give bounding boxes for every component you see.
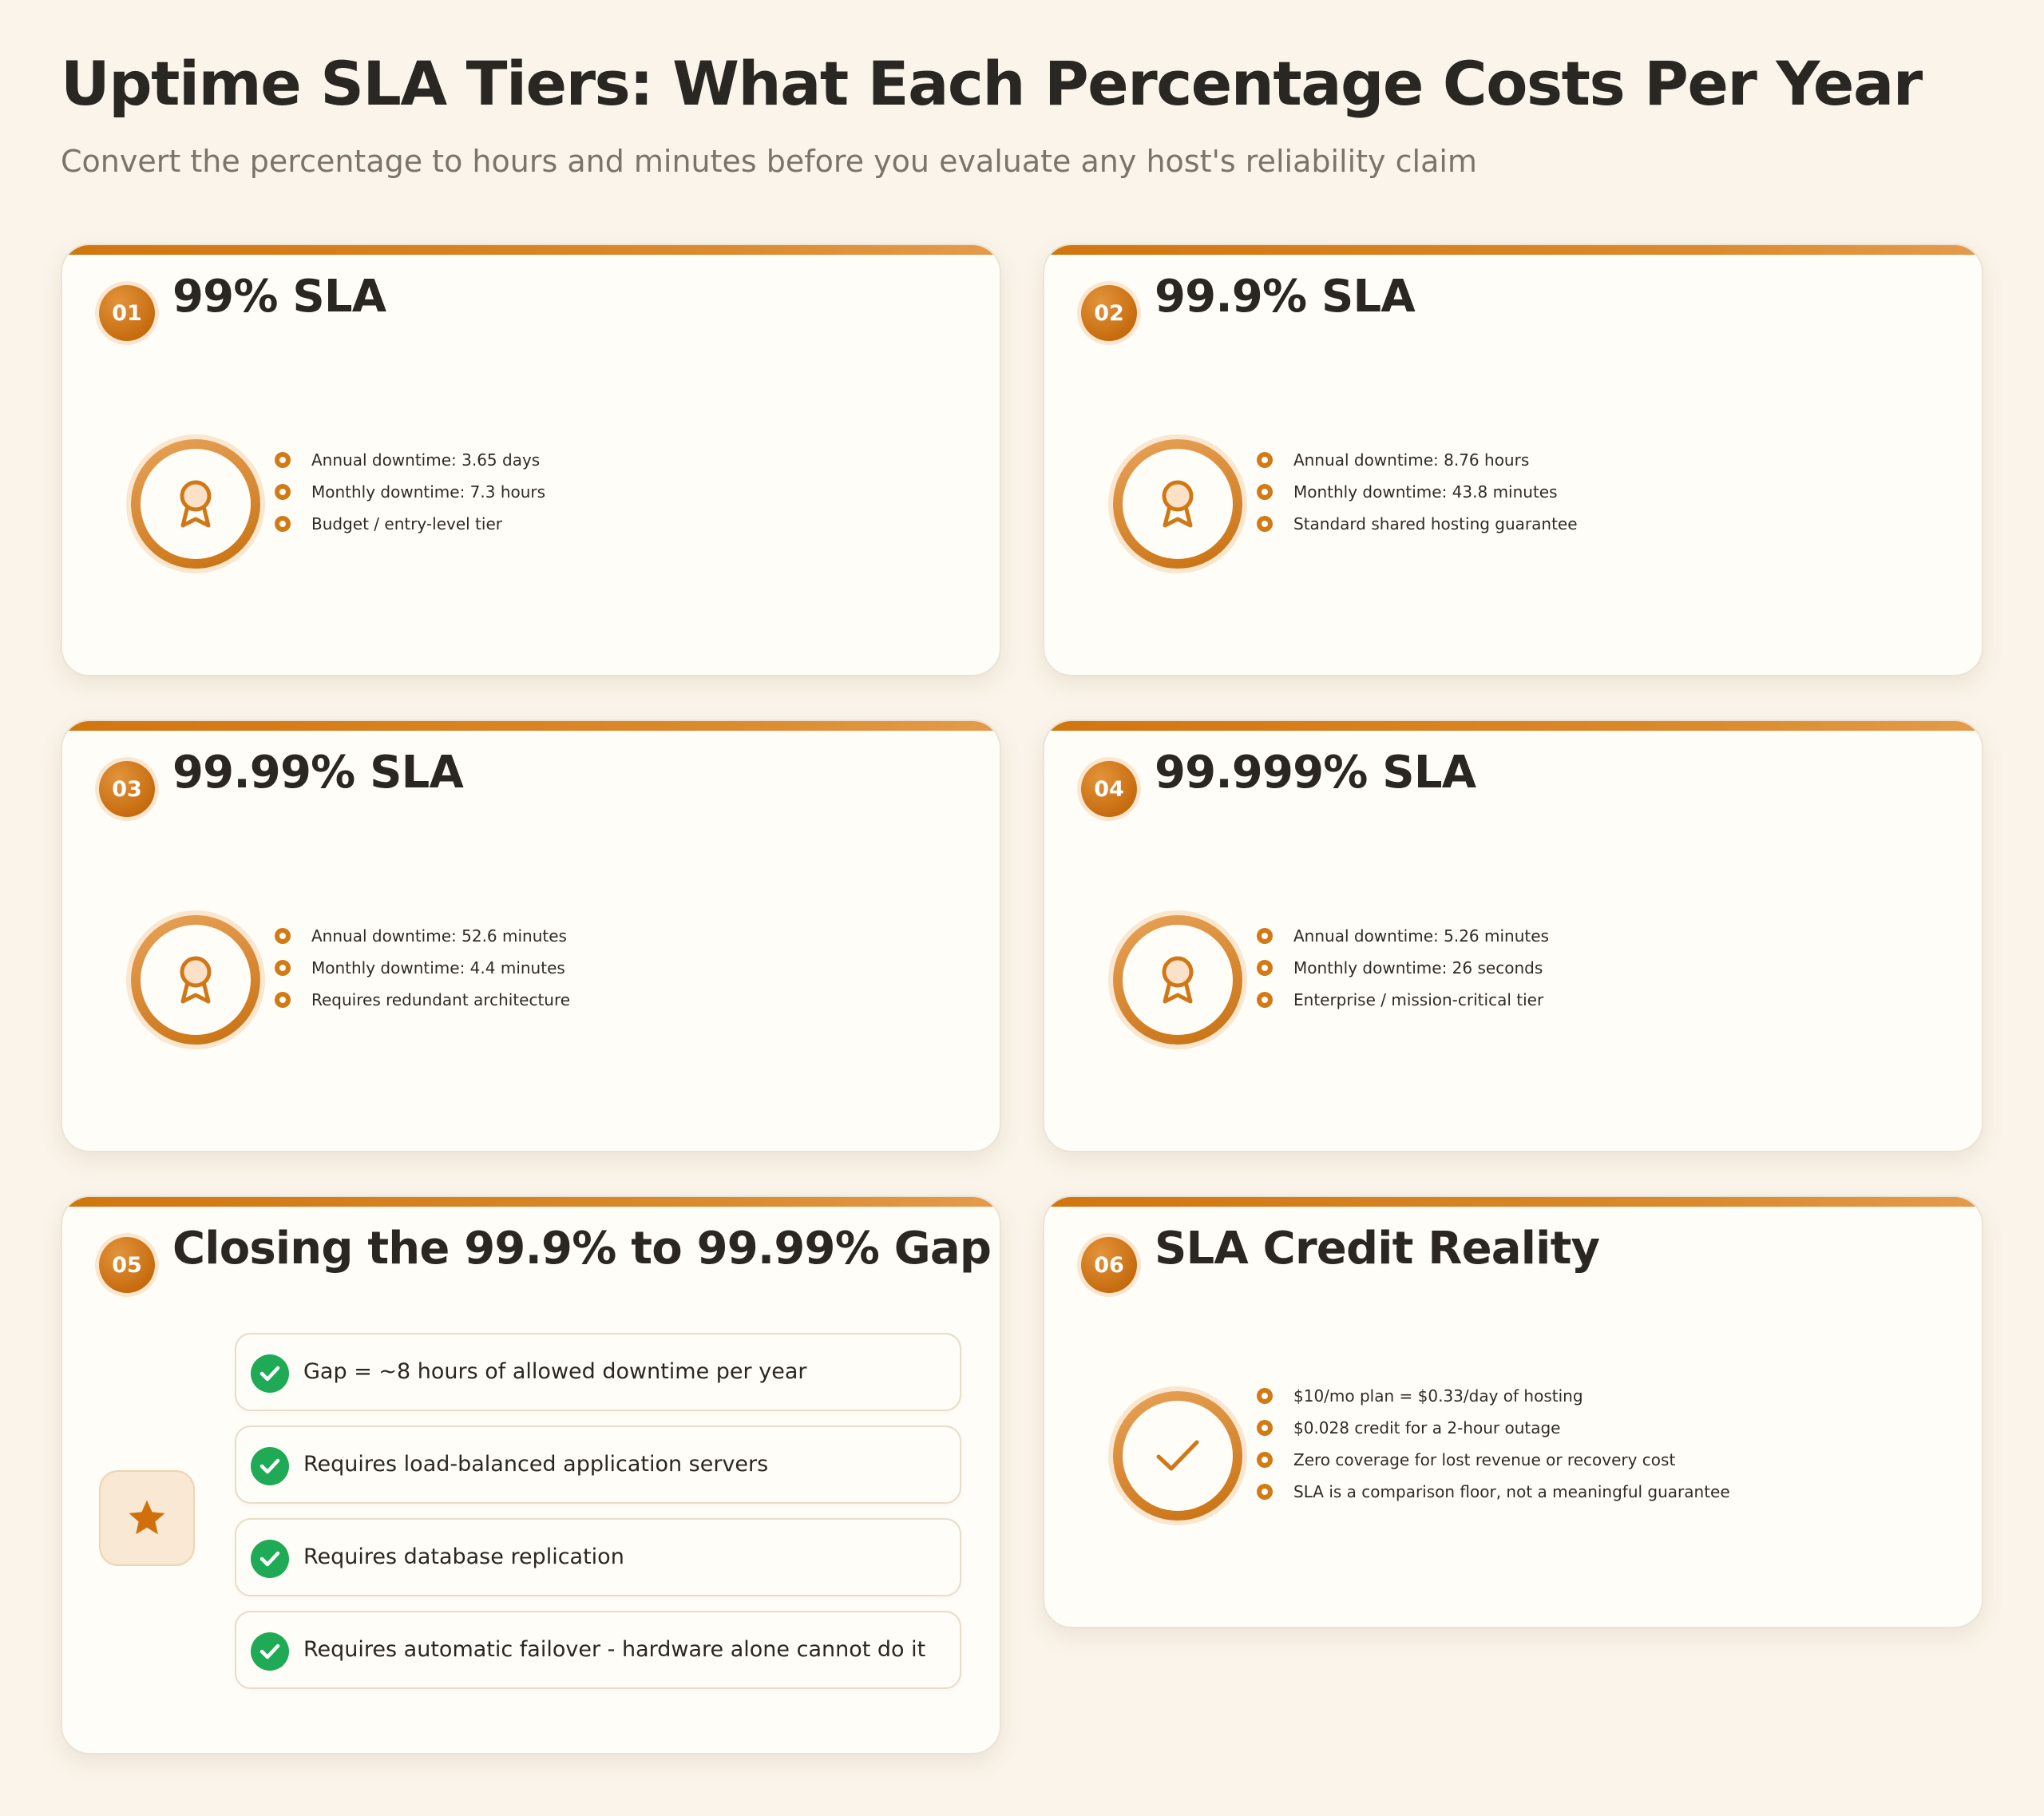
list-item: SLA is a comparison floor, not a meaning…: [1257, 1476, 1730, 1508]
list-item: Monthly downtime: 4.4 minutes: [275, 952, 570, 984]
check-circle-icon: [251, 1354, 289, 1393]
list-item: $10/mo plan = $0.33/day of hosting: [1257, 1380, 1730, 1412]
card-sla-credit-reality: 06 SLA Credit Reality $10/mo plan = $0.3…: [1043, 1195, 1983, 1628]
medal-frame: [131, 915, 260, 1045]
medal-frame: [1113, 915, 1242, 1045]
card-number-badge: 06: [1081, 1237, 1137, 1293]
star-icon: [129, 1500, 165, 1535]
card-title: SLA Credit Reality: [1155, 1223, 1600, 1275]
medal-frame: [131, 439, 260, 569]
checkmark-icon: [1156, 1440, 1199, 1471]
checklist-label: Requires load-balanced application serve…: [303, 1452, 769, 1477]
star-tile: [99, 1470, 195, 1566]
card-title: 99.9% SLA: [1155, 271, 1416, 323]
check-circle-icon: [251, 1540, 289, 1578]
bullet-list: Annual downtime: 3.65 days Monthly downt…: [275, 444, 545, 540]
page-subtitle: Convert the percentage to hours and minu…: [61, 144, 1477, 179]
card-title: 99.99% SLA: [172, 747, 464, 799]
card-title: 99.999% SLA: [1155, 747, 1476, 799]
list-item: Requires redundant architecture: [275, 984, 570, 1016]
checklist-label: Requires automatic failover - hardware a…: [303, 1637, 926, 1662]
checklist-item: Requires automatic failover - hardware a…: [235, 1611, 961, 1689]
list-item: Annual downtime: 3.65 days: [275, 444, 545, 476]
card-number-badge: 03: [99, 761, 155, 817]
award-ribbon-icon: [180, 956, 212, 1004]
check-circle-icon: [251, 1632, 289, 1671]
award-ribbon-icon: [1162, 956, 1194, 1004]
list-item: Monthly downtime: 43.8 minutes: [1257, 476, 1578, 508]
medal-frame: [1113, 1391, 1242, 1521]
card-number-badge: 05: [99, 1237, 155, 1293]
checklist-item: Requires load-balanced application serve…: [235, 1425, 961, 1504]
checklist-label: Gap = ~8 hours of allowed downtime per y…: [303, 1359, 807, 1384]
medal-frame: [1113, 439, 1242, 569]
list-item: Monthly downtime: 26 seconds: [1257, 952, 1549, 984]
bullet-list: $10/mo plan = $0.33/day of hosting $0.02…: [1257, 1380, 1730, 1508]
card-99-999-sla: 04 99.999% SLA Annual downtime: 5.26 min…: [1043, 720, 1983, 1152]
card-number-badge: 02: [1081, 285, 1137, 341]
card-title: Closing the 99.9% to 99.99% Gap: [172, 1223, 992, 1275]
card-99-sla: 01 99% SLA Annual downtime: 3.65 days Mo…: [61, 244, 1001, 676]
award-ribbon-icon: [180, 480, 212, 528]
list-item: Enterprise / mission-critical tier: [1257, 984, 1549, 1016]
list-item: Annual downtime: 52.6 minutes: [275, 920, 570, 952]
card-99-99-sla: 03 99.99% SLA Annual downtime: 52.6 minu…: [61, 720, 1001, 1152]
list-item: Annual downtime: 8.76 hours: [1257, 444, 1578, 476]
checklist-item: Requires database replication: [235, 1518, 961, 1596]
card-closing-gap: 05 Closing the 99.9% to 99.99% Gap Gap =…: [61, 1195, 1001, 1755]
checklist-item: Gap = ~8 hours of allowed downtime per y…: [235, 1333, 961, 1411]
list-item: Standard shared hosting guarantee: [1257, 508, 1578, 540]
page-title: Uptime SLA Tiers: What Each Percentage C…: [61, 48, 1923, 119]
bullet-list: Annual downtime: 52.6 minutes Monthly do…: [275, 920, 570, 1016]
card-number-badge: 01: [99, 285, 155, 341]
card-99-9-sla: 02 99.9% SLA Annual downtime: 8.76 hours…: [1043, 244, 1983, 676]
bullet-list: Annual downtime: 8.76 hours Monthly down…: [1257, 444, 1578, 540]
card-number-badge: 04: [1081, 761, 1137, 817]
list-item: Annual downtime: 5.26 minutes: [1257, 920, 1549, 952]
card-title: 99% SLA: [172, 271, 386, 323]
check-circle-icon: [251, 1447, 289, 1485]
checklist-label: Requires database replication: [303, 1544, 624, 1569]
bullet-list: Annual downtime: 5.26 minutes Monthly do…: [1257, 920, 1549, 1016]
list-item: Monthly downtime: 7.3 hours: [275, 476, 545, 508]
award-ribbon-icon: [1162, 480, 1194, 528]
list-item: $0.028 credit for a 2-hour outage: [1257, 1412, 1730, 1444]
list-item: Budget / entry-level tier: [275, 508, 545, 540]
list-item: Zero coverage for lost revenue or recove…: [1257, 1444, 1730, 1476]
